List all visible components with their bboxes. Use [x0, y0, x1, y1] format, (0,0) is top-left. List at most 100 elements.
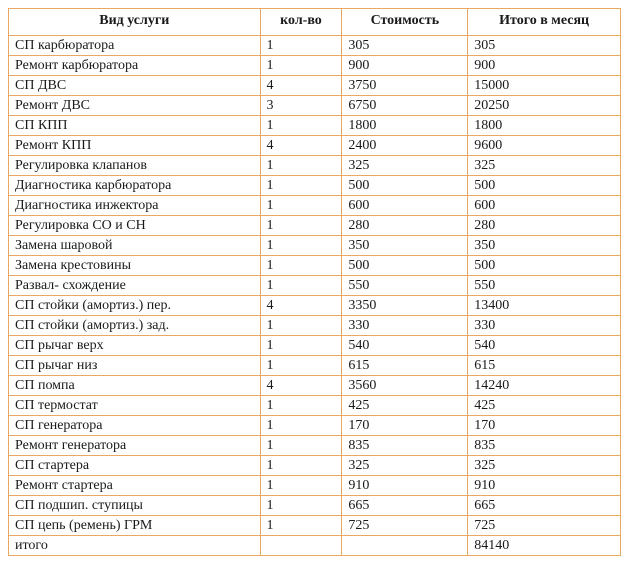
- table-cell: Замена шаровой: [9, 236, 261, 256]
- table-cell: 425: [468, 396, 621, 416]
- table-cell: СП КПП: [9, 116, 261, 136]
- table-cell: 15000: [468, 76, 621, 96]
- table-cell: 1: [260, 256, 342, 276]
- table-cell: Диагностика карбюратора: [9, 176, 261, 196]
- table-cell: 3350: [342, 296, 468, 316]
- table-cell: 2400: [342, 136, 468, 156]
- table-row: Диагностика инжектора1600600: [9, 196, 621, 216]
- table-cell: Ремонт генератора: [9, 436, 261, 456]
- table-cell: 540: [342, 336, 468, 356]
- table-cell: 1: [260, 216, 342, 236]
- table-cell: Ремонт ДВС: [9, 96, 261, 116]
- table-cell: 1: [260, 436, 342, 456]
- table-row: СП стойки (амортиз.) зад.1330330: [9, 316, 621, 336]
- table-cell: 1: [260, 196, 342, 216]
- table-cell: 6750: [342, 96, 468, 116]
- table-cell: Регулировка клапанов: [9, 156, 261, 176]
- table-cell: 1800: [468, 116, 621, 136]
- table-cell: 1: [260, 316, 342, 336]
- table-cell: 1: [260, 56, 342, 76]
- table-cell: 280: [468, 216, 621, 236]
- table-cell: 900: [468, 56, 621, 76]
- table-cell: 3750: [342, 76, 468, 96]
- table-row: СП рычаг верх1540540: [9, 336, 621, 356]
- table-cell: 835: [468, 436, 621, 456]
- table-cell: 540: [468, 336, 621, 356]
- table-cell: 170: [342, 416, 468, 436]
- table-cell: 4: [260, 136, 342, 156]
- table-cell: 4: [260, 296, 342, 316]
- table-cell: 1800: [342, 116, 468, 136]
- table-cell: 1: [260, 176, 342, 196]
- table-cell: итого: [9, 536, 261, 556]
- table-cell: 1: [260, 156, 342, 176]
- table-cell: 280: [342, 216, 468, 236]
- table-row: Регулировка клапанов1325325: [9, 156, 621, 176]
- table-cell: [342, 536, 468, 556]
- table-cell: 13400: [468, 296, 621, 316]
- table-row: СП карбюратора1305305: [9, 36, 621, 56]
- table-cell: 600: [342, 196, 468, 216]
- table-cell: 1: [260, 396, 342, 416]
- table-row: СП подшип. ступицы1665665: [9, 496, 621, 516]
- table-row: Ремонт карбюратора1900900: [9, 56, 621, 76]
- table-row: СП генератора1170170: [9, 416, 621, 436]
- col-header-service: Вид услуги: [9, 9, 261, 36]
- table-row: Регулировка СО и СН1280280: [9, 216, 621, 236]
- table-cell: СП термостат: [9, 396, 261, 416]
- table-cell: СП цепь (ремень) ГРМ: [9, 516, 261, 536]
- table-cell: Замена крестовины: [9, 256, 261, 276]
- table-cell: 910: [342, 476, 468, 496]
- table-cell: 325: [342, 456, 468, 476]
- table-cell: СП ДВС: [9, 76, 261, 96]
- table-cell: 425: [342, 396, 468, 416]
- table-cell: 550: [468, 276, 621, 296]
- table-row: СП термостат1425425: [9, 396, 621, 416]
- table-cell: 1: [260, 476, 342, 496]
- table-cell: 500: [342, 256, 468, 276]
- table-cell: 550: [342, 276, 468, 296]
- table-row: Развал- схождение1550550: [9, 276, 621, 296]
- table-row: Ремонт ДВС3675020250: [9, 96, 621, 116]
- table-cell: 305: [468, 36, 621, 56]
- table-cell: 500: [468, 176, 621, 196]
- table-cell: 835: [342, 436, 468, 456]
- table-row: СП рычаг низ1615615: [9, 356, 621, 376]
- table-cell: 20250: [468, 96, 621, 116]
- table-cell: 1: [260, 36, 342, 56]
- table-cell: СП стартера: [9, 456, 261, 476]
- table-cell: СП рычаг верх: [9, 336, 261, 356]
- table-row: итого 84140: [9, 536, 621, 556]
- table-cell: 330: [468, 316, 621, 336]
- table-cell: 14240: [468, 376, 621, 396]
- table-cell: 330: [342, 316, 468, 336]
- table-cell: 600: [468, 196, 621, 216]
- table-cell: 1: [260, 276, 342, 296]
- table-cell: [260, 536, 342, 556]
- table-cell: 500: [342, 176, 468, 196]
- table-row: Диагностика карбюратора1500500: [9, 176, 621, 196]
- table-cell: Ремонт карбюратора: [9, 56, 261, 76]
- table-cell: 500: [468, 256, 621, 276]
- table-cell: 1: [260, 336, 342, 356]
- table-header-row: Вид услуги кол-во Стоимость Итого в меся…: [9, 9, 621, 36]
- table-cell: СП рычаг низ: [9, 356, 261, 376]
- table-cell: 615: [468, 356, 621, 376]
- table-cell: 665: [342, 496, 468, 516]
- table-cell: 665: [468, 496, 621, 516]
- table-cell: Ремонт стартера: [9, 476, 261, 496]
- col-header-total: Итого в месяц: [468, 9, 621, 36]
- table-cell: 350: [342, 236, 468, 256]
- table-cell: 725: [468, 516, 621, 536]
- table-cell: 1: [260, 516, 342, 536]
- table-row: СП ДВС4375015000: [9, 76, 621, 96]
- table-row: Замена крестовины1500500: [9, 256, 621, 276]
- table-cell: СП карбюратора: [9, 36, 261, 56]
- table-cell: СП генератора: [9, 416, 261, 436]
- table-cell: 305: [342, 36, 468, 56]
- table-cell: 4: [260, 76, 342, 96]
- table-cell: 615: [342, 356, 468, 376]
- table-cell: Регулировка СО и СН: [9, 216, 261, 236]
- table-cell: 3560: [342, 376, 468, 396]
- table-cell: 84140: [468, 536, 621, 556]
